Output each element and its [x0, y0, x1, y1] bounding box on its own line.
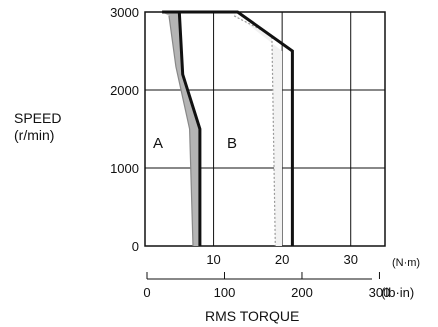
region-label-b: B: [227, 135, 237, 152]
series-line-b-inner: [233, 15, 276, 247]
x-tick-label-primary: 20: [275, 252, 289, 267]
x-unit-secondary: (lb·in): [381, 285, 414, 300]
x-tick-label-secondary: 200: [291, 285, 313, 300]
y-tick-label: 0: [132, 239, 139, 254]
series-line-b-outer: [179, 10, 294, 246]
y-axis-title-line-1: SPEED: [14, 110, 61, 126]
x-axis-title: RMS TORQUE: [205, 308, 299, 324]
x-tick-label-secondary: 100: [214, 285, 236, 300]
y-tick-label: 1000: [110, 161, 139, 176]
y-tick-label: 3000: [110, 5, 139, 20]
region-label-a: A: [153, 135, 163, 152]
series-line-a-inner: [168, 15, 194, 247]
y-axis-title-line-2: (r/min): [14, 127, 54, 143]
x-tick-label-primary: 10: [206, 252, 220, 267]
plot-frame: [144, 11, 386, 247]
y-tick-label: 2000: [110, 83, 139, 98]
x-unit-primary: (N·m): [392, 257, 420, 269]
series-band-region-b: [234, 13, 283, 246]
series-line-a-outer: [162, 10, 202, 246]
x-tick-label-secondary: 0: [143, 285, 150, 300]
x-tick-label-secondary: 300: [369, 285, 391, 300]
x-tick-label-primary: 30: [343, 252, 357, 267]
